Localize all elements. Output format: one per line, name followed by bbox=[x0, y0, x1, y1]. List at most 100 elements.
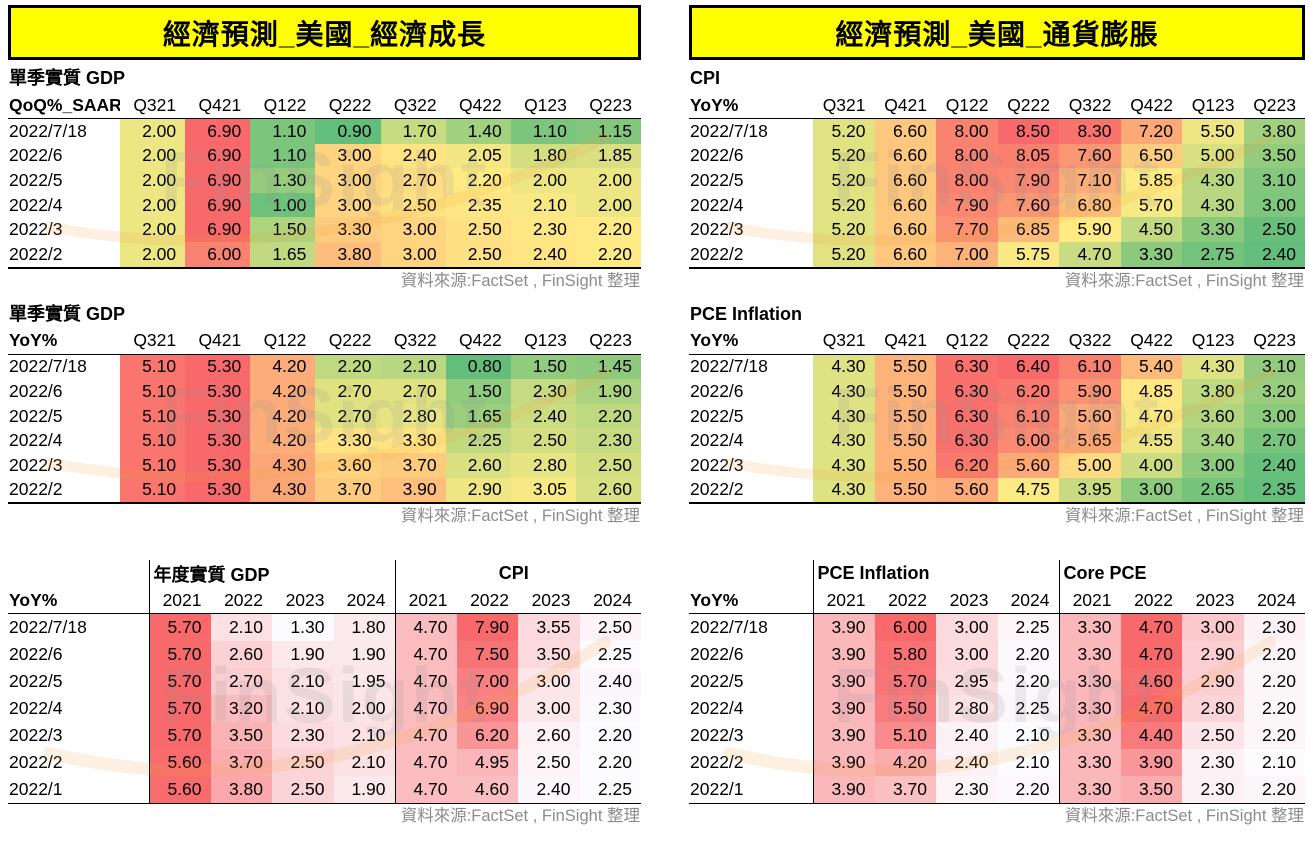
table-row: 2022/3 5.10 5.30 4.30 3.60 3.70 2.60 2.80 2.50 bbox=[8, 452, 641, 478]
value-cell: 2.90 bbox=[1182, 641, 1244, 669]
value-cell: 5.90 bbox=[1059, 217, 1121, 242]
annual-growth-cpi-table: 年度實質 GDP CPI YoY% 2021 2022 2023 2024 2021 2022 2… bbox=[8, 560, 641, 805]
value-cell: 2.20 bbox=[579, 722, 641, 750]
value-cell: 2.60 bbox=[575, 477, 641, 505]
row-label: 2022/7/18 bbox=[689, 354, 813, 380]
pce-section: PCE Inflation YoY% Q321 Q421 Q122 Q222 Q322 Q42… bbox=[689, 301, 1305, 537]
table-row: 2022/2 2.00 6.00 1.65 3.80 3.00 2.50 2.40 2.20 bbox=[8, 241, 641, 269]
group-title: CPI bbox=[394, 560, 641, 588]
value-cell: 4.70 bbox=[1120, 403, 1182, 429]
value-cell: 5.50 bbox=[874, 379, 936, 404]
value-cell: 2.20 bbox=[1243, 722, 1305, 750]
value-cell: 3.00 bbox=[1182, 452, 1244, 478]
value-cell: 1.90 bbox=[333, 776, 395, 805]
quarter-column-header: Q421 bbox=[185, 327, 251, 355]
source-note: 資料來源:FactSet , FinSight 整理 bbox=[1064, 271, 1304, 290]
value-cell: 6.10 bbox=[997, 403, 1059, 429]
value-cell: 8.05 bbox=[997, 143, 1059, 169]
value-cell: 0.90 bbox=[315, 118, 381, 144]
value-cell: 3.90 bbox=[812, 722, 875, 750]
year-column-header: 2021 bbox=[148, 587, 211, 615]
value-cell: 3.70 bbox=[380, 452, 446, 478]
value-cell: 2.00 bbox=[120, 192, 186, 218]
value-cell: 3.90 bbox=[812, 776, 875, 805]
table-title: 單季實質 GDP bbox=[9, 68, 126, 88]
value-cell: 5.30 bbox=[185, 428, 251, 453]
value-cell: 3.30 bbox=[1182, 217, 1244, 242]
growth-banner-title: 經濟預測_美國_經濟成長 bbox=[8, 5, 641, 60]
value-cell: 7.60 bbox=[997, 192, 1059, 218]
value-cell: 2.40 bbox=[1243, 452, 1305, 478]
pce-table: PCE Inflation YoY% Q321 Q421 Q122 Q222 Q322 Q42… bbox=[689, 301, 1305, 505]
value-cell: 3.00 bbox=[315, 192, 381, 218]
value-cell: 2.30 bbox=[1182, 749, 1244, 777]
quarter-column-header: Q122 bbox=[250, 92, 316, 119]
quarter-column-header: Q422 bbox=[445, 92, 511, 119]
value-cell: 5.30 bbox=[185, 379, 251, 404]
column-header-row: QoQ%_SAAR Q321 Q421 Q122 Q222 Q322 Q422 Q123 Q22… bbox=[8, 92, 641, 119]
value-cell: 4.70 bbox=[1059, 241, 1121, 269]
value-cell: 4.70 bbox=[394, 641, 457, 669]
value-cell: 3.60 bbox=[315, 452, 381, 478]
value-cell: 2.20 bbox=[579, 749, 641, 777]
value-cell: 8.00 bbox=[936, 168, 998, 193]
year-column-header: 2021 bbox=[812, 587, 875, 615]
value-cell: 3.30 bbox=[1058, 722, 1121, 750]
row-label: 2022/1 bbox=[8, 776, 149, 805]
value-cell: 1.50 bbox=[510, 354, 576, 380]
value-cell: 2.10 bbox=[1243, 749, 1305, 777]
value-cell: 3.10 bbox=[1243, 168, 1305, 193]
row-label: 2022/5 bbox=[8, 668, 149, 696]
value-cell: 5.10 bbox=[120, 403, 186, 429]
value-cell: 1.10 bbox=[250, 143, 316, 169]
group-title: 年度實質 GDP bbox=[148, 560, 395, 588]
table-row: 2022/6 2.00 6.90 1.10 3.00 2.40 2.05 1.80 1.85 bbox=[8, 143, 641, 169]
quarter-column-header: Q422 bbox=[1120, 327, 1182, 355]
value-cell: 3.20 bbox=[210, 695, 272, 723]
table-row: 2022/2 5.10 5.30 4.30 3.70 3.90 2.90 3.05 2.60 bbox=[8, 477, 641, 505]
source-note: 資料來源:FactSet , FinSight 整理 bbox=[400, 507, 640, 526]
quarter-column-header: Q322 bbox=[380, 92, 446, 119]
value-cell: 3.80 bbox=[1243, 118, 1305, 144]
inflation-panel: 經濟預測_美國_通貨膨脹 CPI YoY% Q321 Q421 Q122 Q222 Q322… bbox=[689, 5, 1305, 836]
value-cell: 5.70 bbox=[874, 668, 936, 696]
value-cell: 3.30 bbox=[1058, 613, 1121, 642]
value-cell: 7.60 bbox=[1059, 143, 1121, 169]
row-label: 2022/2 bbox=[8, 241, 120, 269]
value-cell: 2.70 bbox=[315, 403, 381, 429]
value-cell: 4.20 bbox=[250, 428, 316, 453]
year-column-header: 2022 bbox=[210, 587, 272, 615]
value-cell: 1.80 bbox=[333, 613, 395, 642]
value-cell: 5.20 bbox=[813, 241, 875, 269]
quarterly-heat-table: YoY% Q321 Q421 Q122 Q222 Q322 Q422 Q123 Q223 2022… bbox=[8, 327, 641, 505]
value-cell: 2.65 bbox=[1182, 477, 1244, 505]
row-label: 2022/5 bbox=[689, 668, 813, 696]
value-cell: 4.70 bbox=[1120, 613, 1182, 642]
value-cell: 0.80 bbox=[445, 354, 511, 380]
quarter-column-header: Q321 bbox=[813, 92, 875, 119]
row-label: 2022/1 bbox=[689, 776, 813, 805]
table-row: 2022/5 5.20 6.60 8.00 7.90 7.10 5.85 4.30 3.10 bbox=[689, 168, 1305, 193]
value-cell: 3.90 bbox=[812, 613, 875, 642]
value-cell: 2.50 bbox=[1243, 217, 1305, 242]
value-cell: 1.50 bbox=[250, 217, 316, 242]
value-cell: 2.50 bbox=[1182, 722, 1244, 750]
table-row: 2022/1 5.60 3.80 2.50 1.90 4.70 4.60 2.40 2.25 bbox=[8, 776, 641, 805]
quarter-column-header: Q322 bbox=[380, 327, 446, 355]
value-cell: 3.00 bbox=[1243, 192, 1305, 218]
row-label: 2022/3 bbox=[689, 722, 813, 750]
quarter-column-header: Q422 bbox=[445, 327, 511, 355]
value-cell: 3.20 bbox=[1243, 379, 1305, 404]
value-cell: 4.20 bbox=[250, 403, 316, 429]
value-cell: 6.60 bbox=[874, 217, 936, 242]
annual-growth-section: 年度實質 GDP CPI YoY% 2021 2022 2023 2024 2021 2022 2… bbox=[8, 560, 641, 836]
value-cell: 3.80 bbox=[315, 241, 381, 269]
value-cell: 4.30 bbox=[1182, 192, 1244, 218]
value-cell: 1.90 bbox=[333, 641, 395, 669]
value-cell: 2.10 bbox=[510, 192, 576, 218]
quarter-column-header: Q421 bbox=[185, 92, 251, 119]
value-cell: 2.60 bbox=[210, 641, 272, 669]
value-cell: 2.30 bbox=[579, 695, 641, 723]
value-cell: 2.70 bbox=[315, 379, 381, 404]
table-row: 2022/3 3.90 5.10 2.40 2.10 3.30 4.40 2.50 2.20 bbox=[689, 722, 1305, 750]
